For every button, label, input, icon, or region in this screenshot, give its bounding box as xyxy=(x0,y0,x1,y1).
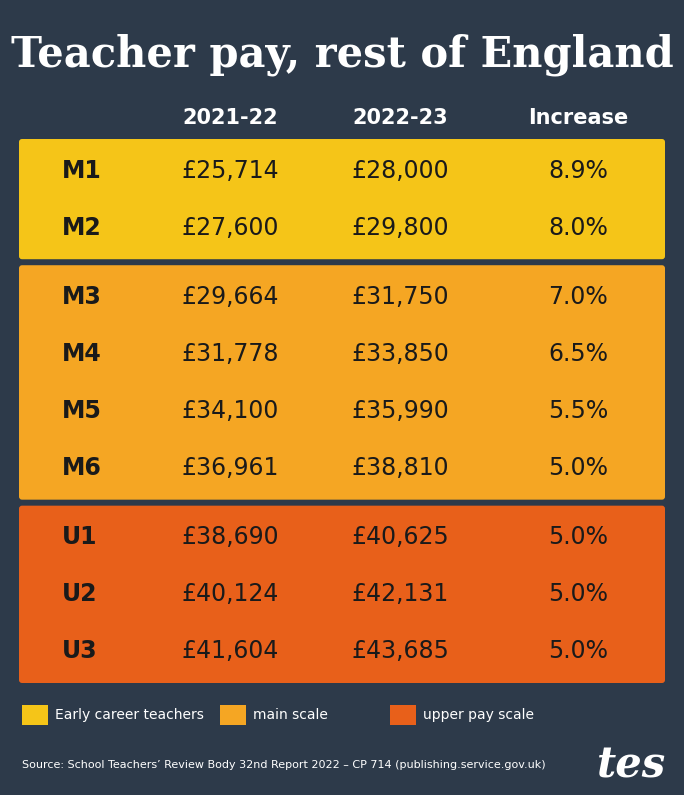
Text: 5.0%: 5.0% xyxy=(548,639,608,664)
FancyBboxPatch shape xyxy=(19,266,665,500)
Text: £31,750: £31,750 xyxy=(351,285,449,308)
Text: U3: U3 xyxy=(62,639,98,664)
Text: £25,714: £25,714 xyxy=(181,158,279,183)
Text: M5: M5 xyxy=(62,399,102,423)
Text: 8.0%: 8.0% xyxy=(548,215,608,239)
Text: £29,664: £29,664 xyxy=(181,285,279,308)
Text: 7.0%: 7.0% xyxy=(548,285,608,308)
Text: £35,990: £35,990 xyxy=(351,399,449,423)
Text: £34,100: £34,100 xyxy=(181,399,278,423)
Text: upper pay scale: upper pay scale xyxy=(423,708,534,722)
Text: £40,124: £40,124 xyxy=(181,582,278,607)
Text: M6: M6 xyxy=(62,456,102,480)
Text: £31,778: £31,778 xyxy=(181,342,279,366)
Text: 5.0%: 5.0% xyxy=(548,456,608,480)
Text: 5.0%: 5.0% xyxy=(548,582,608,607)
Text: 2021-22: 2021-22 xyxy=(182,108,278,128)
Text: M3: M3 xyxy=(62,285,102,308)
Text: Increase: Increase xyxy=(528,108,628,128)
Text: Early career teachers: Early career teachers xyxy=(55,708,204,722)
Text: U1: U1 xyxy=(62,525,98,549)
Text: £43,685: £43,685 xyxy=(351,639,449,664)
Text: £36,961: £36,961 xyxy=(181,456,278,480)
Text: Teacher pay, rest of England: Teacher pay, rest of England xyxy=(11,33,673,76)
Text: 5.5%: 5.5% xyxy=(548,399,608,423)
FancyBboxPatch shape xyxy=(220,705,246,725)
Text: £33,850: £33,850 xyxy=(351,342,449,366)
Text: main scale: main scale xyxy=(253,708,328,722)
Text: £29,800: £29,800 xyxy=(351,215,449,239)
Text: U2: U2 xyxy=(62,582,98,607)
FancyBboxPatch shape xyxy=(22,705,48,725)
Text: 8.9%: 8.9% xyxy=(548,158,608,183)
Text: £42,131: £42,131 xyxy=(352,582,449,607)
Text: 5.0%: 5.0% xyxy=(548,525,608,549)
Text: 2022-23: 2022-23 xyxy=(352,108,448,128)
Text: £28,000: £28,000 xyxy=(351,158,449,183)
Text: M1: M1 xyxy=(62,158,102,183)
Text: 6.5%: 6.5% xyxy=(548,342,608,366)
Text: £41,604: £41,604 xyxy=(181,639,278,664)
Text: tes: tes xyxy=(597,744,666,786)
Text: £40,625: £40,625 xyxy=(351,525,449,549)
Text: M2: M2 xyxy=(62,215,102,239)
Text: Source: School Teachers’ Review Body 32nd Report 2022 – CP 714 (publishing.servi: Source: School Teachers’ Review Body 32n… xyxy=(22,760,546,770)
Text: £38,810: £38,810 xyxy=(351,456,449,480)
Text: M4: M4 xyxy=(62,342,102,366)
Text: £27,600: £27,600 xyxy=(181,215,279,239)
FancyBboxPatch shape xyxy=(19,506,665,683)
FancyBboxPatch shape xyxy=(19,139,665,259)
FancyBboxPatch shape xyxy=(390,705,416,725)
Text: £38,690: £38,690 xyxy=(181,525,279,549)
